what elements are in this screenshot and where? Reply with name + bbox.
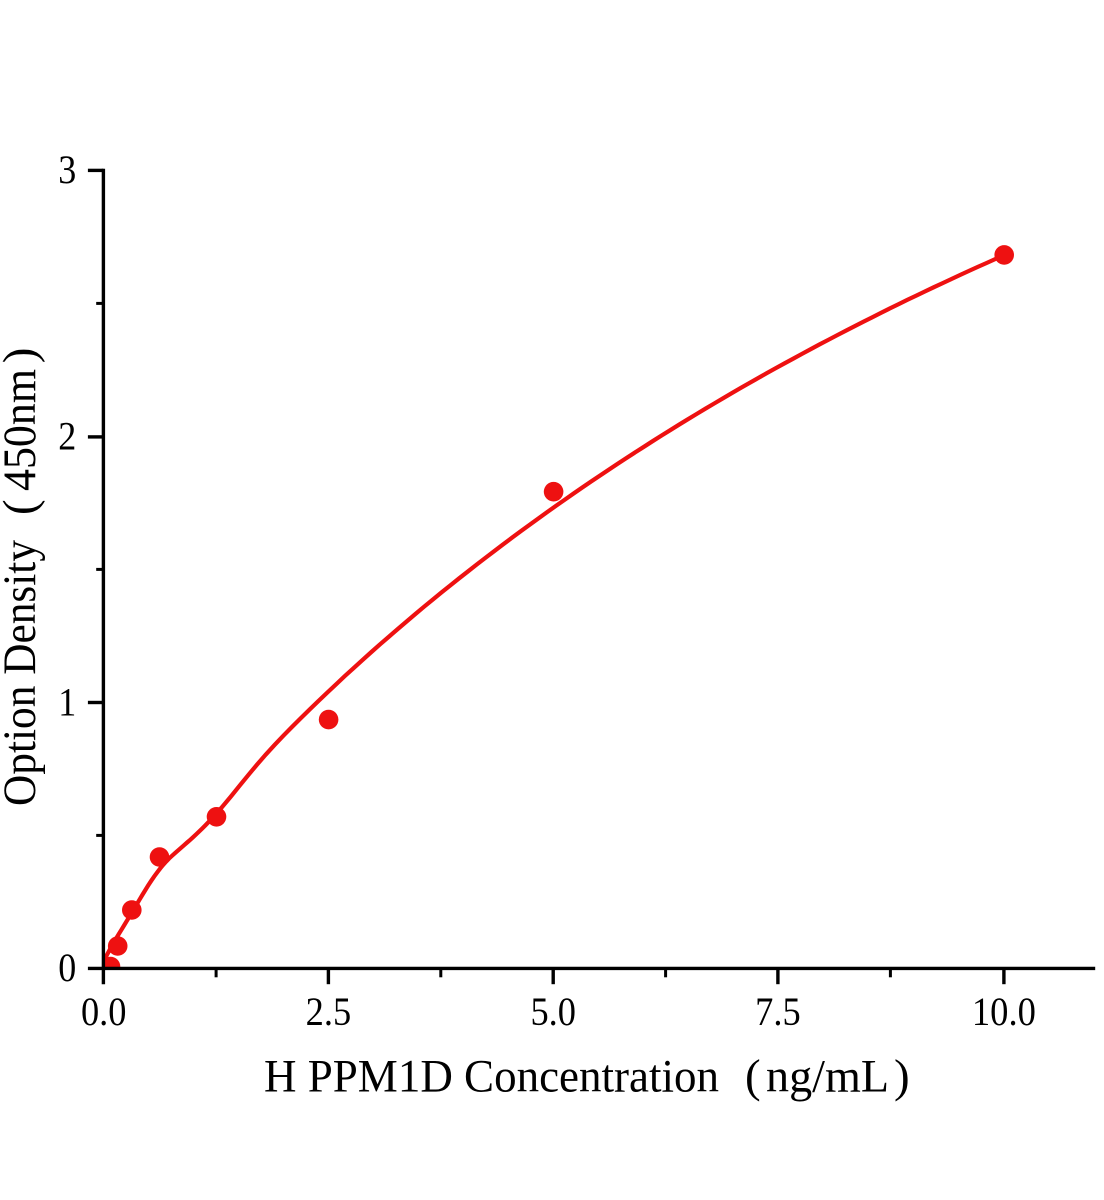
svg-text:2: 2 — [58, 414, 76, 459]
svg-text:1: 1 — [58, 679, 76, 724]
svg-text:5.0: 5.0 — [530, 989, 576, 1034]
svg-text:0: 0 — [58, 945, 76, 990]
svg-text:0.0: 0.0 — [81, 989, 127, 1034]
svg-text:H PPM1D Concentration(ng/mL): H PPM1D Concentration(ng/mL) — [264, 1051, 910, 1103]
svg-text:Option Density(450nm): Option Density(450nm) — [0, 348, 46, 806]
svg-text:2.5: 2.5 — [306, 989, 352, 1034]
svg-text:7.5: 7.5 — [755, 989, 801, 1034]
svg-text:3: 3 — [58, 147, 76, 192]
svg-text:10.0: 10.0 — [972, 989, 1036, 1034]
